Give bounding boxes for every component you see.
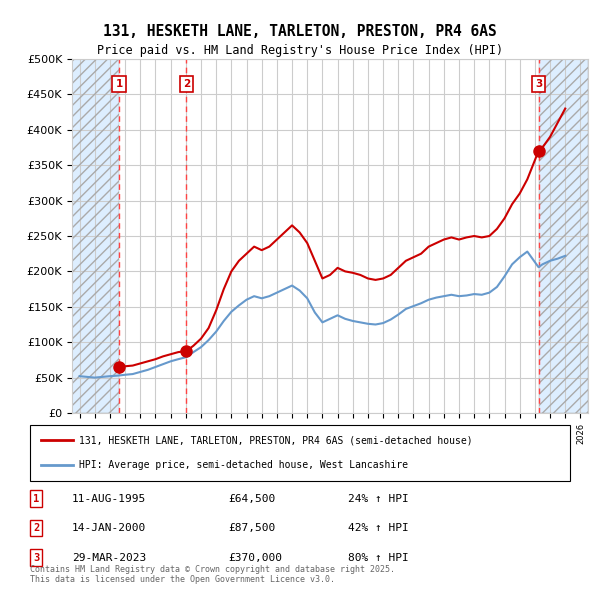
Bar	[539, 59, 588, 413]
FancyBboxPatch shape	[30, 425, 570, 481]
Text: 11-AUG-1995: 11-AUG-1995	[72, 494, 146, 503]
Text: 29-MAR-2023: 29-MAR-2023	[72, 553, 146, 562]
Text: 131, HESKETH LANE, TARLETON, PRESTON, PR4 6AS (semi-detached house): 131, HESKETH LANE, TARLETON, PRESTON, PR…	[79, 435, 472, 445]
Text: 131, HESKETH LANE, TARLETON, PRESTON, PR4 6AS: 131, HESKETH LANE, TARLETON, PRESTON, PR…	[103, 24, 497, 38]
Text: 1: 1	[116, 79, 123, 88]
Text: 14-JAN-2000: 14-JAN-2000	[72, 523, 146, 533]
Text: £64,500: £64,500	[228, 494, 275, 503]
Text: 2: 2	[183, 79, 190, 88]
Bar	[72, 59, 119, 413]
Text: 42% ↑ HPI: 42% ↑ HPI	[348, 523, 409, 533]
Text: 1: 1	[33, 494, 39, 503]
Text: 24% ↑ HPI: 24% ↑ HPI	[348, 494, 409, 503]
Text: 80% ↑ HPI: 80% ↑ HPI	[348, 553, 409, 562]
Text: HPI: Average price, semi-detached house, West Lancashire: HPI: Average price, semi-detached house,…	[79, 460, 407, 470]
Text: 3: 3	[535, 79, 542, 88]
Text: 3: 3	[33, 553, 39, 562]
Text: Contains HM Land Registry data © Crown copyright and database right 2025.
This d: Contains HM Land Registry data © Crown c…	[30, 565, 395, 584]
Text: £370,000: £370,000	[228, 553, 282, 562]
Bar	[72, 59, 119, 413]
Text: 2: 2	[33, 523, 39, 533]
Bar	[539, 59, 588, 413]
Text: £87,500: £87,500	[228, 523, 275, 533]
Text: Price paid vs. HM Land Registry's House Price Index (HPI): Price paid vs. HM Land Registry's House …	[97, 44, 503, 57]
